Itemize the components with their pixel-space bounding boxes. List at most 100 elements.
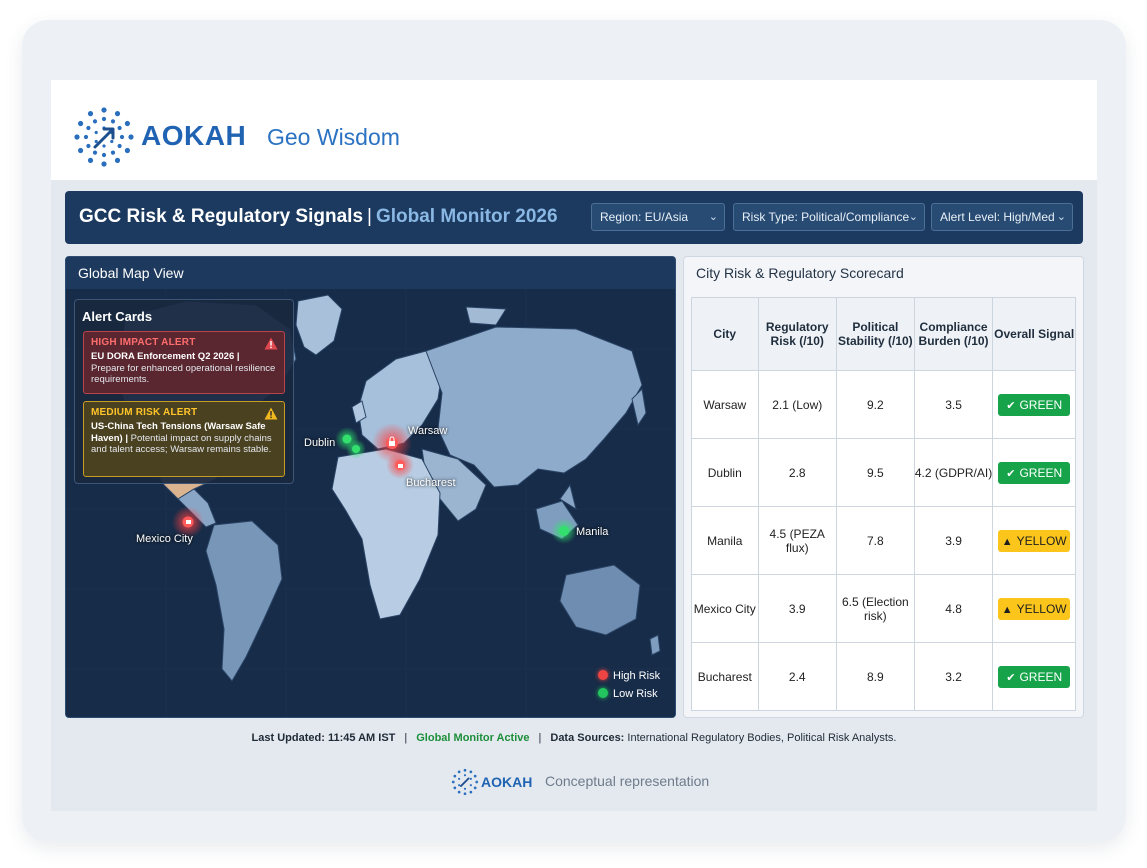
alert-level-filter-label: Alert Level: High/Med	[940, 210, 1055, 224]
brand-bar: AOKAH Geo Wisdom	[51, 80, 1097, 180]
alert-headline: US-China Tech Tensions (Warsaw Safe Have…	[91, 421, 266, 444]
red-dot-icon	[598, 670, 608, 680]
risk-type-filter-label: Risk Type: Political/Compliance	[742, 210, 910, 224]
warning-triangle-icon: ▲	[1001, 535, 1013, 548]
alert-level-label: MEDIUM RISK ALERT	[91, 407, 198, 418]
page-title: GCC Risk & Regulatory Signals | Global Mon…	[79, 206, 558, 228]
dashboard-page: AOKAH Geo Wisdom GCC Risk & Regulatory S…	[51, 80, 1097, 811]
cell-signal: ✔ GREEN	[992, 438, 1076, 507]
cell-signal: ✔ GREEN	[992, 642, 1076, 711]
monitor-status: Global Monitor Active	[416, 732, 530, 744]
table-header-row: City Regulatory Risk (/10) Political Sta…	[691, 297, 1076, 371]
warning-triangle-icon	[264, 337, 278, 350]
map-label-mexico-city: Mexico City	[136, 533, 193, 545]
table-row[interactable]: Mexico City 3.9 6.5 (Election risk) 4.8 …	[691, 574, 1076, 643]
chevron-down-icon: ⌄	[708, 211, 718, 223]
cell-city: Dublin	[691, 438, 759, 507]
dashboard-header: GCC Risk & Regulatory Signals | Global Mon…	[65, 191, 1083, 244]
scorecard-table: City Regulatory Risk (/10) Political Sta…	[691, 297, 1076, 711]
table-row[interactable]: Manila 4.5 (PEZA flux) 7.8 3.9 ▲ YELLOW	[691, 506, 1076, 575]
alert-level-filter-dropdown[interactable]: Alert Level: High/Med ⌄	[931, 203, 1073, 231]
cell-political: 6.5 (Election risk)	[835, 574, 915, 643]
cell-regulatory: 2.4	[757, 642, 837, 711]
signal-badge: ✔ GREEN	[998, 665, 1071, 688]
signal-label: GREEN	[1019, 397, 1063, 412]
cell-city: Bucharest	[691, 642, 759, 711]
signal-badge: ▲ YELLOW	[998, 597, 1071, 620]
risk-type-filter-dropdown[interactable]: Risk Type: Political/Compliance ⌄	[733, 203, 925, 231]
scorecard-panel: City Risk & Regulatory Scorecard City Re…	[683, 256, 1084, 718]
green-dot-icon	[598, 688, 608, 698]
cell-regulatory: 4.5 (PEZA flux)	[757, 506, 837, 575]
header-title: GCC Risk & Regulatory Signals	[79, 206, 364, 227]
signal-label: GREEN	[1019, 465, 1063, 480]
alert-detail: Prepare for enhanced operational resilie…	[91, 362, 276, 386]
signal-badge: ✔ GREEN	[998, 461, 1071, 484]
map-marker-dublin[interactable]	[335, 427, 366, 459]
warning-triangle-icon	[264, 407, 278, 420]
alert-cards-title: Alert Cards	[82, 309, 153, 324]
chevron-down-icon: ⌄	[908, 211, 918, 223]
credit-brand-name: AOKAH	[481, 774, 533, 790]
map-label-manila: Manila	[576, 526, 609, 538]
cell-political: 8.9	[835, 642, 915, 711]
medium-risk-alert-card[interactable]: MEDIUM RISK ALERT US-China Tech Tensions…	[83, 401, 285, 477]
table-row[interactable]: Dublin 2.8 9.5 4.2 (GDPR/AI) ✔ GREEN	[691, 438, 1076, 507]
warning-triangle-icon: ▲	[1001, 603, 1013, 616]
global-map-panel: Global Map View	[65, 256, 676, 718]
credit-line: AOKAH Conceptual representation	[51, 768, 1097, 796]
alert-body: US-China Tech Tensions (Warsaw Safe Have…	[91, 421, 277, 456]
high-impact-alert-card[interactable]: HIGH IMPACT ALERT EU DORA Enforcement Q2…	[83, 331, 285, 394]
alert-headline: EU DORA Enforcement Q2 2026 |	[91, 351, 240, 362]
legend-item-low-risk: Low Risk	[598, 688, 658, 700]
region-filter-dropdown[interactable]: Region: EU/Asia ⌄	[591, 203, 725, 231]
map-panel-header: Global Map View	[66, 257, 675, 290]
map-marker-mexico-city[interactable]	[172, 506, 204, 538]
map-label-bucharest: Bucharest	[406, 477, 456, 489]
cell-compliance: 3.2	[913, 642, 994, 711]
cell-city: Warsaw	[691, 370, 759, 439]
alert-body: EU DORA Enforcement Q2 2026 | Prepare for…	[91, 351, 277, 386]
map-panel-title: Global Map View	[78, 265, 184, 281]
table-row[interactable]: Bucharest 2.4 8.9 3.2 ✔ GREEN	[691, 642, 1076, 711]
aokah-logo-icon	[451, 768, 479, 796]
map-marker-bucharest[interactable]	[386, 451, 414, 479]
check-circle-icon: ✔	[1006, 399, 1016, 412]
table-row[interactable]: Warsaw 2.1 (Low) 9.2 3.5 ✔ GREEN	[691, 370, 1076, 439]
cell-signal: ▲ YELLOW	[992, 574, 1076, 643]
credit-text: Conceptual representation	[545, 773, 710, 789]
data-sources-value: International Regulatory Bodies, Politic…	[627, 732, 897, 744]
column-header-compliance-burden[interactable]: Compliance Burden (/10)	[913, 297, 994, 371]
signal-badge: ▲ YELLOW	[998, 529, 1071, 552]
legend-label: Low Risk	[613, 688, 658, 700]
column-header-political-stability[interactable]: Political Stability (/10)	[835, 297, 915, 371]
column-header-city[interactable]: City	[691, 297, 759, 371]
map-label-dublin: Dublin	[304, 437, 336, 449]
status-footer: Last Updated: 11:45 AM IST | Global Monito…	[251, 732, 897, 744]
cell-compliance: 4.2 (GDPR/AI)	[913, 438, 994, 507]
brand-name: AOKAH	[141, 120, 247, 151]
signal-label: GREEN	[1019, 669, 1063, 684]
signal-label: YELLOW	[1016, 533, 1067, 548]
last-updated-label: Last Updated:	[251, 732, 325, 744]
cell-regulatory: 2.1 (Low)	[757, 370, 837, 439]
signal-label: YELLOW	[1016, 601, 1067, 616]
legend-item-high-risk: High Risk	[598, 670, 660, 682]
column-header-overall-signal[interactable]: Overall Signal	[992, 297, 1076, 371]
cell-regulatory: 3.9	[757, 574, 837, 643]
alert-detail: Potential impact on supply chains and ta…	[91, 432, 272, 456]
cell-compliance: 3.9	[913, 506, 994, 575]
cell-political: 9.2	[835, 370, 915, 439]
column-header-regulatory-risk[interactable]: Regulatory Risk (/10)	[757, 297, 837, 371]
map-marker-manila[interactable]	[551, 518, 577, 544]
cell-compliance: 4.8	[913, 574, 994, 643]
legend-label: High Risk	[613, 670, 661, 682]
alert-level-label: HIGH IMPACT ALERT	[91, 337, 196, 348]
signal-badge: ✔ GREEN	[998, 393, 1071, 416]
header-subtitle: Global Monitor 2026	[375, 206, 558, 227]
cell-signal: ✔ GREEN	[992, 370, 1076, 439]
aokah-logo-icon	[74, 107, 134, 167]
scorecard-title: City Risk & Regulatory Scorecard	[696, 265, 904, 281]
cell-signal: ▲ YELLOW	[992, 506, 1076, 575]
region-filter-label: Region: EU/Asia	[600, 210, 689, 224]
